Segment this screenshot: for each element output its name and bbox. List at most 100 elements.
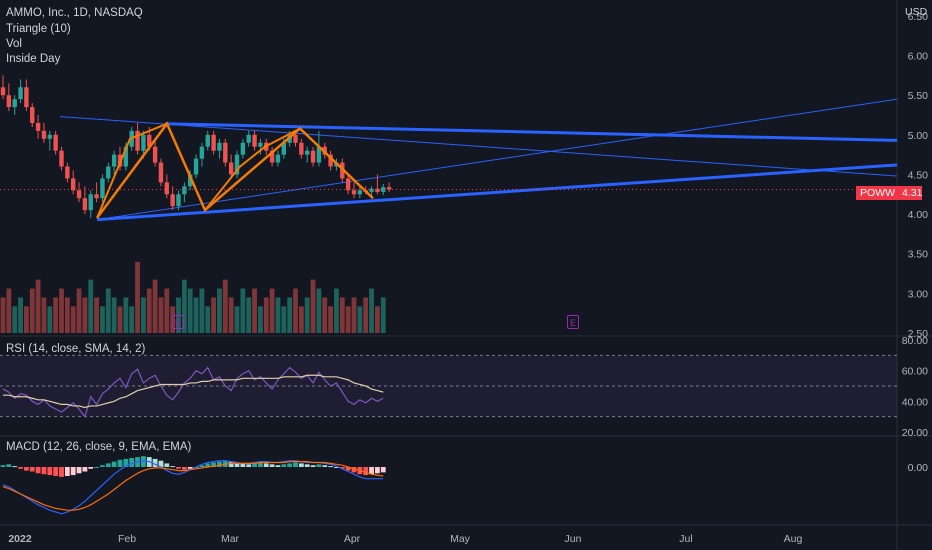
volume-bar (158, 297, 164, 333)
price-tick-label: 4.50 (908, 169, 929, 181)
price-tick-label: 5.00 (908, 130, 929, 142)
macd-histogram-bar (269, 464, 275, 467)
volume-bar (310, 279, 316, 333)
volume-bar (363, 297, 369, 333)
macd-histogram-bar (176, 467, 181, 469)
volume-bar (357, 306, 363, 333)
volume-bar (53, 297, 59, 333)
macd-histogram-bar (59, 467, 64, 477)
rsi-label[interactable]: RSI (14, close, SMA, 14, 2) (6, 343, 146, 355)
volume-bar (24, 306, 29, 333)
candle-body (351, 190, 357, 195)
volume-bar (70, 306, 76, 333)
macd-tick-label: 0.00 (908, 462, 929, 474)
volume-bar (64, 297, 70, 333)
volume-bar (211, 297, 216, 333)
candle-body (76, 190, 82, 199)
volume-bar (334, 288, 339, 333)
candle-body (152, 146, 158, 163)
earnings-marker-1[interactable]: E (172, 315, 184, 329)
triangle-thin-lower (96, 98, 898, 221)
volume-bar (304, 297, 310, 333)
volume-bar (82, 297, 88, 333)
triangle-pattern (59, 98, 898, 222)
candle-body (275, 154, 281, 163)
volume-bar (351, 297, 357, 333)
candle-body (164, 182, 169, 195)
macd-histogram-bar (181, 467, 187, 470)
macd-histogram-bar (111, 461, 117, 467)
macd-histogram-bar (152, 458, 158, 467)
candle-body (281, 142, 286, 155)
time-tick-label: Jun (565, 533, 582, 545)
volume-bar (59, 288, 64, 333)
indicator-triangle-label[interactable]: Triangle (10) (6, 23, 71, 35)
macd-histogram-bar (129, 458, 135, 467)
volume-bar (217, 288, 222, 333)
macd-histogram-bar (18, 467, 23, 469)
macd-histogram-bar (82, 467, 88, 472)
macd-histogram-bar (41, 467, 47, 475)
candle-body (386, 187, 392, 190)
indicator-inside-day-label[interactable]: Inside Day (6, 53, 61, 65)
time-tick-label: Jul (679, 533, 692, 545)
volume-bar (152, 279, 158, 333)
volume-bar (146, 288, 152, 333)
candle-body (106, 166, 111, 179)
candle-body (193, 158, 199, 175)
volume-bar (269, 288, 275, 333)
candle-body (305, 150, 310, 155)
macd-histogram-bar (24, 467, 29, 471)
macd-histogram-bar (263, 463, 269, 467)
macd-histogram-bar (158, 460, 164, 467)
volume-bar (263, 297, 269, 333)
volume-bar (246, 297, 252, 333)
volume-bar (339, 297, 345, 333)
volume-bar (76, 288, 82, 333)
candlestick-series (0, 75, 392, 219)
macd-histogram-bar (211, 462, 216, 467)
candle-body (59, 150, 64, 167)
candle-body (299, 142, 304, 155)
candle-body (205, 134, 210, 147)
macd-histogram-bar (29, 467, 35, 472)
volume-bar (141, 297, 146, 333)
earnings-marker-2[interactable]: E (567, 315, 579, 329)
candle-body (158, 162, 164, 183)
volume-bar (205, 306, 211, 333)
macd-histogram-bar (12, 466, 18, 468)
volume-bar (252, 288, 257, 333)
macd-histogram-bar (35, 467, 41, 474)
volume-bar (375, 306, 380, 333)
candle-body (88, 194, 93, 211)
rsi-tick-label: 60.00 (902, 366, 928, 378)
macd-histogram-bar (339, 467, 345, 469)
candle-body (246, 134, 251, 143)
candle-body (65, 166, 70, 179)
macd-histogram-bar (322, 465, 328, 467)
volume-bar (369, 288, 374, 333)
volume-pane (0, 261, 386, 333)
macd-histogram-bar (205, 463, 211, 467)
zigzag-leg (204, 127, 301, 211)
volume-bar (228, 297, 234, 333)
macd-histogram-bar (141, 456, 146, 467)
indicator-vol-label[interactable]: Vol (6, 38, 22, 50)
volume-bar (123, 297, 129, 333)
macd-histogram-bar (64, 467, 70, 476)
macd-label[interactable]: MACD (12, 26, close, 9, EMA, EMA) (6, 441, 192, 453)
macd-histogram-bar (217, 461, 222, 467)
volume-bar (18, 297, 23, 333)
macd-histogram-bar (246, 464, 252, 467)
candle-body (30, 107, 35, 123)
macd-histogram-bar (345, 467, 351, 471)
volume-bar (117, 306, 123, 333)
zigzag-leg (96, 122, 168, 219)
candle-body (135, 130, 140, 151)
price-tick-label: 3.00 (908, 288, 929, 300)
candle-body (24, 87, 29, 108)
macd-histogram-bar (316, 464, 322, 467)
symbol-title[interactable]: AMMO, Inc., 1D, NASDAQ (6, 7, 143, 19)
candle-body (147, 134, 152, 147)
